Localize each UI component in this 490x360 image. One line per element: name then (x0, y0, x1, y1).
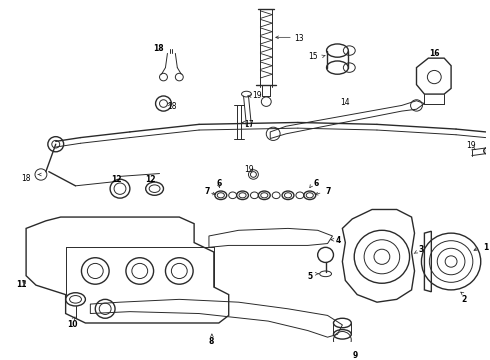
Text: 12: 12 (146, 175, 156, 184)
Text: 15: 15 (308, 53, 318, 62)
Text: 12: 12 (111, 175, 122, 184)
Text: 5: 5 (308, 272, 313, 281)
Text: 16: 16 (429, 49, 440, 58)
Text: 6: 6 (217, 179, 222, 188)
Text: 7: 7 (325, 187, 331, 196)
Text: 18: 18 (153, 44, 164, 53)
Text: 10: 10 (68, 320, 78, 329)
Text: 19: 19 (245, 165, 254, 174)
Text: 4: 4 (336, 236, 341, 245)
Text: 19: 19 (466, 141, 475, 150)
Text: 13: 13 (294, 35, 304, 44)
Text: 17: 17 (245, 120, 254, 129)
Text: 19: 19 (252, 91, 262, 100)
Text: 3: 3 (418, 246, 424, 255)
Text: 14: 14 (341, 98, 350, 107)
Text: 18: 18 (168, 102, 177, 111)
Text: 1: 1 (483, 243, 488, 252)
Text: 6: 6 (314, 179, 319, 188)
Text: 7: 7 (204, 187, 209, 196)
Text: 8: 8 (209, 337, 214, 346)
Text: 11: 11 (16, 280, 27, 289)
Text: 2: 2 (461, 294, 466, 303)
Text: 9: 9 (352, 351, 358, 360)
Text: 18: 18 (21, 174, 31, 183)
